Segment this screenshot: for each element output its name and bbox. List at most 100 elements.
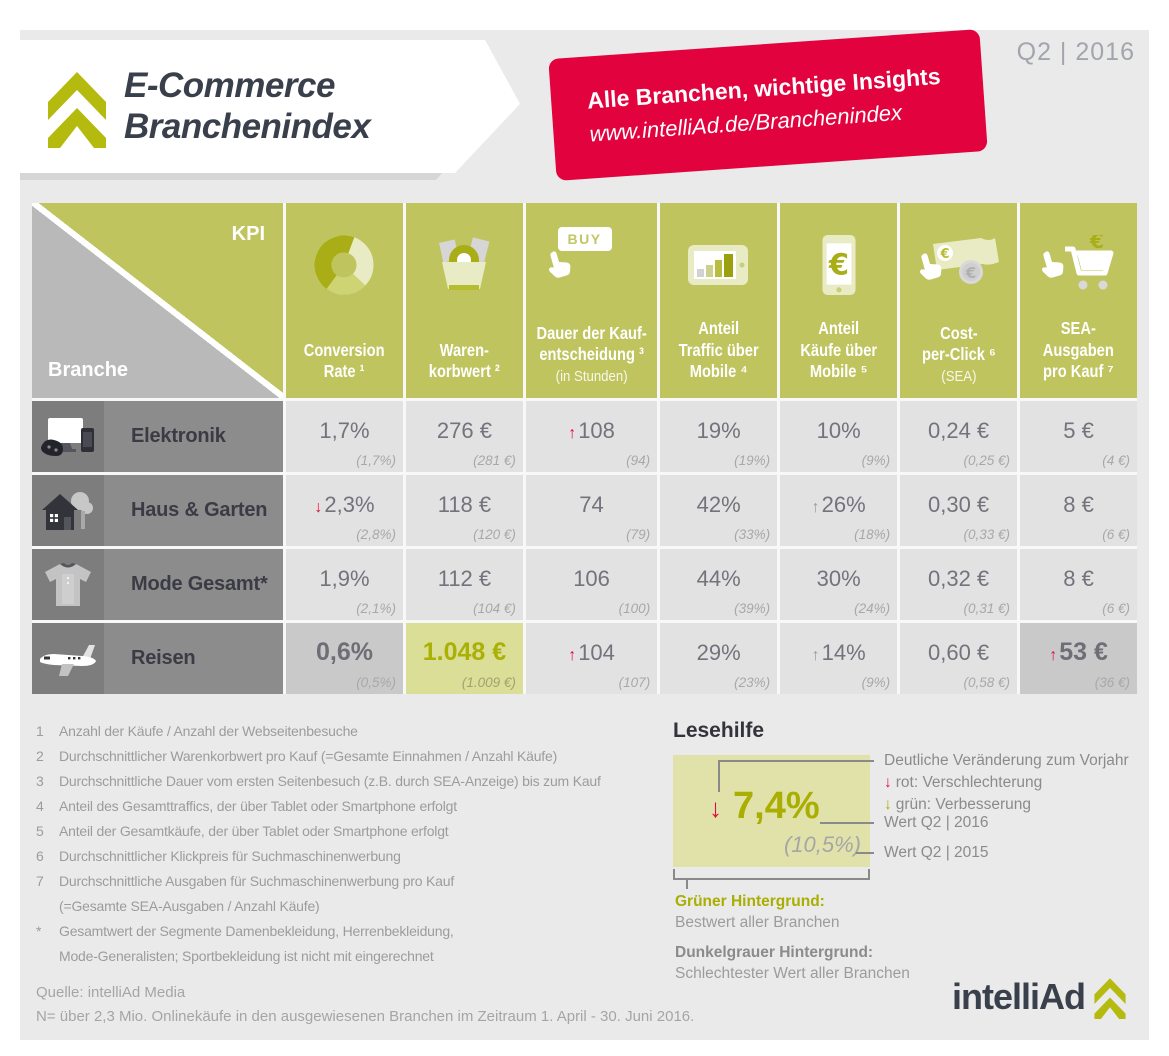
- column-label: Waren- korbwert ²: [428, 339, 500, 382]
- row-header-mode: Mode Gesamt*: [32, 549, 283, 620]
- kpi-value: 1.048 €: [422, 638, 507, 666]
- column-header-sea-ausgaben: € SEA- Ausgaben pro Kauf ⁷: [1020, 203, 1137, 398]
- table-corner-cell: KPI Branche: [32, 203, 283, 398]
- column-label: SEA- Ausgaben pro Kauf ⁷: [1042, 317, 1115, 382]
- kpi-value: 19%: [696, 417, 741, 443]
- kpi-value-cell: ↓ 2,3% (2,8%): [286, 475, 403, 546]
- kpi-prev-value: (6 €): [1102, 601, 1130, 616]
- kpi-prev-value: (18%): [854, 527, 891, 542]
- buy-button-icon: BUY: [557, 227, 612, 251]
- connector-line: [718, 760, 720, 792]
- phone-euro-icon: €: [820, 219, 858, 311]
- footnote-text: Durchschnittlicher Warenkorbwert pro Kau…: [59, 748, 558, 764]
- kpi-prev-value: (107): [618, 675, 651, 690]
- title-banner: E-Commerce Branchenindex: [20, 40, 520, 173]
- lesehilfe-title: Lesehilfe: [673, 719, 765, 742]
- kpi-prev-value: (120 €): [473, 527, 516, 542]
- kpi-prev-value: (0,33 €): [963, 527, 1011, 542]
- kpi-value: 0,60 €: [927, 639, 990, 665]
- footnote-text: Anteil der Gesamtkäufe, der über Tablet …: [59, 823, 449, 839]
- up-arrow-icon: ↑: [1049, 647, 1058, 664]
- column-label: Cost- per-Click ⁶: [921, 322, 996, 365]
- kpi-value: 0,32 €: [927, 565, 990, 591]
- footnote-text: Durchschnittliche Ausgaben für Suchmasch…: [59, 873, 455, 914]
- page-title: E-Commerce Branchenindex: [124, 65, 371, 146]
- up-arrow-icon: ↑: [811, 498, 820, 516]
- footnote-number: 1: [36, 723, 44, 739]
- footnote-number: *: [36, 923, 42, 939]
- legend-value-2015: Wert Q2 | 2015: [884, 844, 989, 861]
- footnote-text: Anzahl der Käufe / Anzahl der Webseitenb…: [59, 723, 358, 739]
- lesehilfe-example-box: ↓ 7,4% (10,5%): [673, 755, 870, 867]
- kpi-axis-label: KPI: [231, 223, 265, 245]
- kpi-value-cell: ↑ 104 (107): [525, 623, 658, 694]
- kpi-value-cell: 106 (100): [525, 549, 658, 620]
- intelliad-logo: intelliAd: [952, 975, 1127, 1019]
- kpi-value: 106: [573, 565, 610, 591]
- kpi-prev-value: (4 €): [1102, 453, 1130, 468]
- example-prev-value: (10,5%): [783, 832, 861, 857]
- intelliad-logo-text: intelliAd: [952, 976, 1086, 1017]
- kpi-value: 118 €: [437, 491, 492, 517]
- kpi-prev-value: (9%): [861, 453, 891, 468]
- bracket-tick: [686, 880, 688, 889]
- down-arrow-icon: ↓: [709, 793, 722, 823]
- kpi-value-cell: 42% (33%): [660, 475, 778, 546]
- kpi-value: 26%: [821, 491, 866, 517]
- branche-axis-label: Branche: [48, 359, 129, 381]
- kpi-prev-value: (36 €): [1094, 675, 1130, 690]
- kpi-prev-value: (6 €): [1102, 527, 1130, 542]
- banknote-click-icon: € €: [909, 219, 1009, 311]
- kpi-value-cell: 0,24 € (0,25 €): [900, 401, 1018, 472]
- kpi-value: 10%: [816, 417, 861, 443]
- column-label: Conversion Rate ¹: [304, 339, 385, 382]
- up-arrow-icon: ↑: [811, 646, 820, 664]
- kpi-prev-value: (1.009 €): [461, 675, 516, 690]
- kpi-prev-value: (281 €): [473, 453, 516, 468]
- kpi-value: 108: [578, 417, 615, 443]
- column-label: Anteil Traffic über Mobile ⁴: [678, 317, 759, 382]
- example-value: 7,4%: [733, 785, 820, 827]
- kpi-value-cell: ↑ 26% (18%): [780, 475, 898, 546]
- footnote-number: 4: [36, 798, 44, 814]
- column-note: (SEA): [940, 368, 977, 385]
- kpi-value: 5 €: [1063, 417, 1094, 443]
- kpi-value-cell: ↑ 14% (9%): [780, 623, 898, 694]
- brand-chevron-logo-icon: [1094, 978, 1126, 1019]
- green-bg-legend-title: Grüner Hintergrund:: [675, 893, 825, 910]
- kpi-value-cell: 0,60 € (0,58 €): [900, 623, 1018, 694]
- footnote-text: Durchschnittlicher Klickpreis für Suchma…: [59, 848, 401, 864]
- svg-text:€: €: [964, 264, 975, 282]
- kpi-value: 30%: [816, 565, 861, 591]
- kpi-value-cell: ↑ 108 (94): [525, 401, 658, 472]
- row-header-elektronik: Elektronik: [32, 401, 283, 472]
- row-label: Mode Gesamt*: [131, 573, 268, 595]
- kpi-value-cell: 74 (79): [525, 475, 658, 546]
- kpi-value: 0,24 €: [927, 417, 990, 443]
- kpi-prev-value: (9%): [861, 675, 891, 690]
- dark-bg-legend-title: Dunkelgrauer Hintergrund:: [675, 944, 874, 961]
- kpi-value-cell: 1.048 € (1.009 €): [405, 623, 523, 694]
- connector-line: [718, 760, 874, 762]
- sample-size-label: N= über 2,3 Mio. Onlinekäufe in den ausg…: [36, 1008, 695, 1025]
- footnote-number: 5: [36, 823, 44, 839]
- footnote-number: 3: [36, 773, 44, 789]
- footnote-number: 7: [36, 873, 44, 889]
- up-arrow-icon: ↑: [568, 424, 577, 442]
- kpi-prev-value: (39%): [734, 601, 771, 616]
- kpi-prev-value: (94): [626, 453, 651, 468]
- brand-chevron-logo-icon: [48, 71, 106, 148]
- kpi-value: 104: [578, 639, 615, 665]
- row-label: Reisen: [131, 647, 196, 669]
- column-header-traffic-mobile: Anteil Traffic über Mobile ⁴: [660, 203, 778, 398]
- footnote-text: Gesamtwert der Segmente Damenbekleidung,…: [59, 923, 454, 964]
- footnote-number: 2: [36, 748, 44, 764]
- dark-bg-legend-desc: Schlechtester Wert aller Branchen: [675, 965, 910, 982]
- column-header-kaeufe-mobile: € Anteil Käufe über Mobile ⁵: [780, 203, 898, 398]
- row-label: Elektronik: [131, 425, 226, 447]
- source-label: Quelle: intelliAd Media: [36, 984, 186, 1001]
- kpi-prev-value: (0,58 €): [963, 675, 1011, 690]
- house-garden-icon: [32, 475, 104, 546]
- bracket-line: [673, 869, 870, 880]
- kpi-value-cell: 10% (9%): [780, 401, 898, 472]
